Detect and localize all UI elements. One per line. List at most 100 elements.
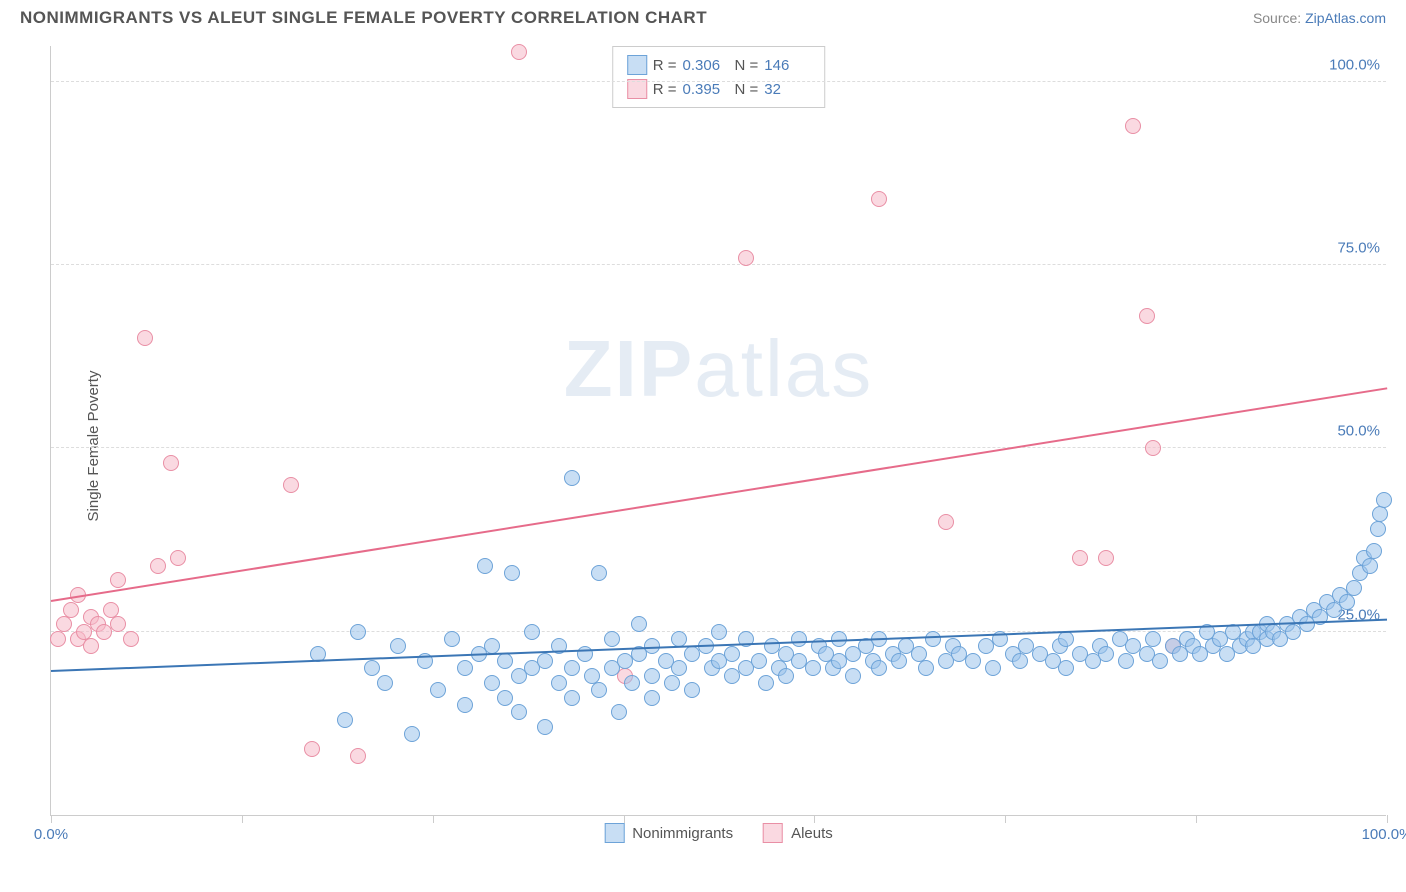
scatter-point-nonimmigrants [751, 653, 767, 669]
scatter-point-aleuts [1072, 550, 1088, 566]
scatter-point-aleuts [50, 631, 66, 647]
scatter-point-nonimmigrants [985, 660, 1001, 676]
stats-row-nonimmigrants: R = 0.306 N = 146 [627, 53, 811, 77]
scatter-point-nonimmigrants [965, 653, 981, 669]
watermark-atlas: atlas [694, 324, 873, 413]
scatter-point-nonimmigrants [758, 675, 774, 691]
legend-label-nonimmigrants: Nonimmigrants [632, 825, 733, 842]
scatter-point-nonimmigrants [430, 682, 446, 698]
scatter-point-aleuts [103, 602, 119, 618]
scatter-point-nonimmigrants [664, 675, 680, 691]
scatter-point-nonimmigrants [778, 668, 794, 684]
scatter-point-aleuts [511, 44, 527, 60]
scatter-point-aleuts [150, 558, 166, 574]
scatter-point-nonimmigrants [845, 668, 861, 684]
source-link[interactable]: ZipAtlas.com [1305, 10, 1386, 26]
scatter-point-nonimmigrants [504, 565, 520, 581]
scatter-point-nonimmigrants [1376, 492, 1392, 508]
scatter-point-aleuts [56, 616, 72, 632]
scatter-point-aleuts [163, 455, 179, 471]
scatter-point-aleuts [304, 741, 320, 757]
scatter-point-nonimmigrants [457, 697, 473, 713]
scatter-point-nonimmigrants [604, 631, 620, 647]
trendline-aleuts [51, 388, 1387, 603]
scatter-point-nonimmigrants [591, 682, 607, 698]
scatter-point-nonimmigrants [1012, 653, 1028, 669]
y-tick-label: 100.0% [1329, 56, 1380, 73]
x-tick-label: 100.0% [1362, 826, 1406, 843]
scatter-point-aleuts [1098, 550, 1114, 566]
scatter-point-nonimmigrants [497, 690, 513, 706]
scatter-point-nonimmigrants [364, 660, 380, 676]
scatter-point-nonimmigrants [918, 660, 934, 676]
scatter-point-nonimmigrants [377, 675, 393, 691]
scatter-point-nonimmigrants [891, 653, 907, 669]
scatter-point-nonimmigrants [457, 660, 473, 676]
scatter-point-nonimmigrants [337, 712, 353, 728]
scatter-point-nonimmigrants [591, 565, 607, 581]
scatter-point-nonimmigrants [805, 660, 821, 676]
scatter-point-nonimmigrants [537, 719, 553, 735]
scatter-point-aleuts [110, 572, 126, 588]
scatter-point-aleuts [350, 748, 366, 764]
scatter-point-nonimmigrants [711, 624, 727, 640]
swatch-nonimmigrants [604, 823, 624, 843]
x-tick [1005, 815, 1006, 823]
scatter-point-nonimmigrants [1339, 594, 1355, 610]
stats-legend: R = 0.306 N = 146 R = 0.395 N = 32 [612, 46, 826, 108]
scatter-point-nonimmigrants [477, 558, 493, 574]
scatter-point-nonimmigrants [537, 653, 553, 669]
scatter-point-nonimmigrants [611, 704, 627, 720]
scatter-point-nonimmigrants [724, 646, 740, 662]
scatter-point-nonimmigrants [577, 646, 593, 662]
scatter-point-nonimmigrants [564, 690, 580, 706]
scatter-point-nonimmigrants [671, 660, 687, 676]
chart-header: NONIMMIGRANTS VS ALEUT SINGLE FEMALE POV… [0, 0, 1406, 32]
source-prefix: Source: [1253, 10, 1305, 26]
y-tick-label: 75.0% [1337, 240, 1380, 257]
x-tick [242, 815, 243, 823]
watermark-zip: ZIP [564, 324, 694, 413]
x-tick-label: 0.0% [34, 826, 68, 843]
swatch-aleuts [763, 823, 783, 843]
scatter-point-nonimmigrants [1058, 631, 1074, 647]
scatter-point-nonimmigrants [350, 624, 366, 640]
scatter-point-aleuts [1139, 308, 1155, 324]
scatter-point-nonimmigrants [1098, 646, 1114, 662]
r-value-nonimmigrants: 0.306 [683, 57, 729, 74]
scatter-point-nonimmigrants [404, 726, 420, 742]
scatter-point-aleuts [738, 250, 754, 266]
scatter-point-nonimmigrants [511, 704, 527, 720]
scatter-point-nonimmigrants [564, 470, 580, 486]
scatter-point-nonimmigrants [684, 682, 700, 698]
scatter-point-aleuts [283, 477, 299, 493]
plot-area: ZIPatlas R = 0.306 N = 146 R = 0.395 N =… [50, 46, 1386, 816]
gridline-h [51, 81, 1386, 82]
scatter-point-nonimmigrants [497, 653, 513, 669]
scatter-point-nonimmigrants [1058, 660, 1074, 676]
n-value-aleuts: 32 [764, 81, 810, 98]
scatter-point-nonimmigrants [1370, 521, 1386, 537]
scatter-point-nonimmigrants [1145, 631, 1161, 647]
scatter-point-aleuts [170, 550, 186, 566]
scatter-point-aleuts [938, 514, 954, 530]
scatter-point-aleuts [871, 191, 887, 207]
r-value-aleuts: 0.395 [683, 81, 729, 98]
chart-container: NONIMMIGRANTS VS ALEUT SINGLE FEMALE POV… [0, 0, 1406, 892]
scatter-point-aleuts [83, 638, 99, 654]
scatter-point-nonimmigrants [1346, 580, 1362, 596]
scatter-point-nonimmigrants [925, 631, 941, 647]
scatter-point-nonimmigrants [444, 631, 460, 647]
scatter-point-nonimmigrants [524, 624, 540, 640]
scatter-point-nonimmigrants [1118, 653, 1134, 669]
x-tick [433, 815, 434, 823]
scatter-point-nonimmigrants [1152, 653, 1168, 669]
swatch-nonimmigrants [627, 55, 647, 75]
legend-item-nonimmigrants: Nonimmigrants [604, 823, 733, 843]
n-label: N = [735, 81, 759, 98]
scatter-point-aleuts [1125, 118, 1141, 134]
gridline-h [51, 447, 1386, 448]
scatter-point-aleuts [1145, 440, 1161, 456]
scatter-point-aleuts [123, 631, 139, 647]
scatter-point-nonimmigrants [631, 616, 647, 632]
